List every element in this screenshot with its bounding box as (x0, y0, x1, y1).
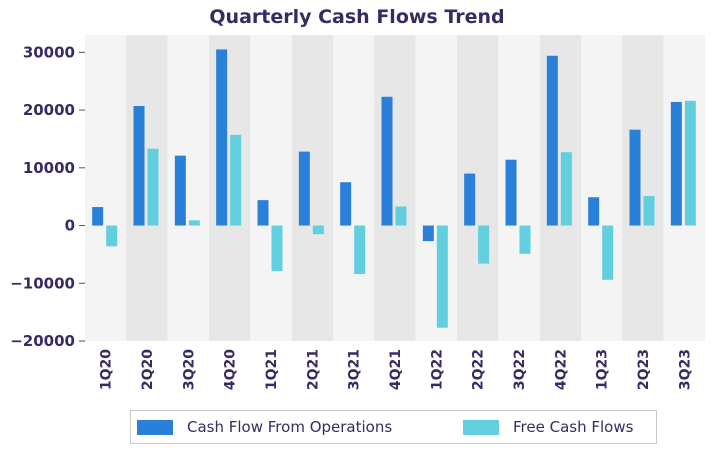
bar-free-cash-flows-3Q22 (519, 225, 531, 254)
band-2Q21 (291, 35, 333, 341)
x-tick-label: 3Q21 (347, 349, 363, 390)
bar-operations-1Q21 (257, 200, 269, 226)
x-axis-ticks: 1Q20 2Q20 3Q20 4Q20 1Q21 2Q21 3Q21 4Q21 1Q22 2Q22… (99, 349, 694, 390)
bar-free-cash-flows-2Q20 (147, 148, 159, 226)
x-tick-label: 4Q21 (388, 349, 404, 390)
band-1Q23 (581, 35, 623, 341)
band-1Q20 (85, 35, 127, 341)
x-tick-label: 2Q22 (471, 349, 487, 390)
bar-free-cash-flows-2Q22 (478, 225, 490, 264)
bar-operations-3Q22 (505, 159, 517, 226)
x-tick-label: 3Q23 (677, 349, 693, 390)
bar-free-cash-flows-1Q22 (436, 225, 448, 328)
bar-operations-1Q20 (92, 207, 104, 226)
band-3Q21 (333, 35, 375, 341)
x-tick-label: 3Q20 (181, 349, 197, 390)
band-2Q23 (622, 35, 664, 341)
band-3Q23 (663, 35, 705, 341)
legend-item-free-cash-flows: Free Cash Flows (463, 411, 633, 443)
bar-free-cash-flows-3Q23 (684, 100, 696, 226)
bar-free-cash-flows-2Q23 (643, 196, 655, 226)
bar-operations-1Q22 (422, 225, 434, 242)
band-4Q20 (209, 35, 251, 341)
bar-operations-2Q22 (464, 173, 476, 226)
bar-free-cash-flows-3Q21 (354, 225, 366, 275)
x-tick-label: 1Q22 (429, 349, 445, 390)
bar-operations-4Q20 (216, 49, 228, 226)
band-3Q22 (498, 35, 540, 341)
y-tick-label: −10000 (10, 274, 75, 292)
y-tick-label: 0 (65, 217, 75, 235)
legend-swatch-operations (137, 419, 173, 435)
bar-free-cash-flows-2Q21 (312, 225, 324, 235)
bar-free-cash-flows-3Q20 (188, 220, 200, 226)
bar-operations-2Q21 (298, 151, 310, 226)
x-tick-label: 2Q23 (636, 349, 652, 390)
category-bands (85, 35, 705, 341)
x-tick-label: 3Q22 (512, 349, 528, 390)
x-tick-label: 1Q21 (264, 349, 280, 390)
legend-label-operations: Cash Flow From Operations (187, 418, 393, 436)
band-3Q20 (167, 35, 209, 341)
y-axis-ticks: −20000 −10000 0 10000 20000 30000 (10, 43, 85, 350)
legend-item-operations: Cash Flow From Operations (137, 411, 392, 443)
x-tick-label: 2Q20 (140, 349, 156, 390)
x-tick-label: 4Q20 (223, 349, 239, 390)
x-tick-label: 2Q21 (305, 349, 321, 390)
band-2Q22 (457, 35, 499, 341)
bar-operations-3Q23 (670, 101, 682, 226)
legend-swatch-free-cash-flows (463, 419, 499, 435)
x-tick-label: 1Q23 (595, 349, 611, 390)
band-1Q22 (415, 35, 457, 341)
bar-free-cash-flows-1Q23 (602, 225, 614, 280)
bar-operations-2Q20 (133, 106, 145, 226)
x-tick-label: 1Q20 (99, 349, 115, 390)
bar-free-cash-flows-4Q22 (560, 152, 572, 226)
band-4Q21 (374, 35, 416, 341)
bar-free-cash-flows-4Q20 (230, 134, 242, 226)
y-tick-label: 10000 (23, 159, 75, 177)
y-tick-label: −20000 (10, 332, 75, 350)
bar-operations-2Q23 (629, 129, 641, 226)
bar-free-cash-flows-1Q20 (106, 225, 118, 247)
band-4Q22 (539, 35, 581, 341)
band-1Q21 (250, 35, 292, 341)
chart-title: Quarterly Cash Flows Trend (209, 6, 505, 28)
band-2Q20 (126, 35, 168, 341)
bars (92, 49, 696, 328)
bar-free-cash-flows-4Q21 (395, 206, 407, 226)
y-tick-label: 30000 (23, 43, 75, 61)
bar-operations-3Q20 (174, 155, 186, 226)
y-tick-label: 20000 (23, 101, 75, 119)
legend-label-free-cash-flows: Free Cash Flows (513, 418, 634, 436)
bar-operations-4Q22 (546, 55, 558, 226)
bar-free-cash-flows-1Q21 (271, 225, 283, 272)
bar-operations-4Q21 (381, 96, 393, 226)
bar-operations-3Q21 (340, 182, 352, 226)
bar-operations-1Q23 (588, 197, 600, 226)
x-tick-label: 4Q22 (553, 349, 569, 390)
legend: Cash Flow From Operations Free Cash Flow… (130, 410, 657, 444)
